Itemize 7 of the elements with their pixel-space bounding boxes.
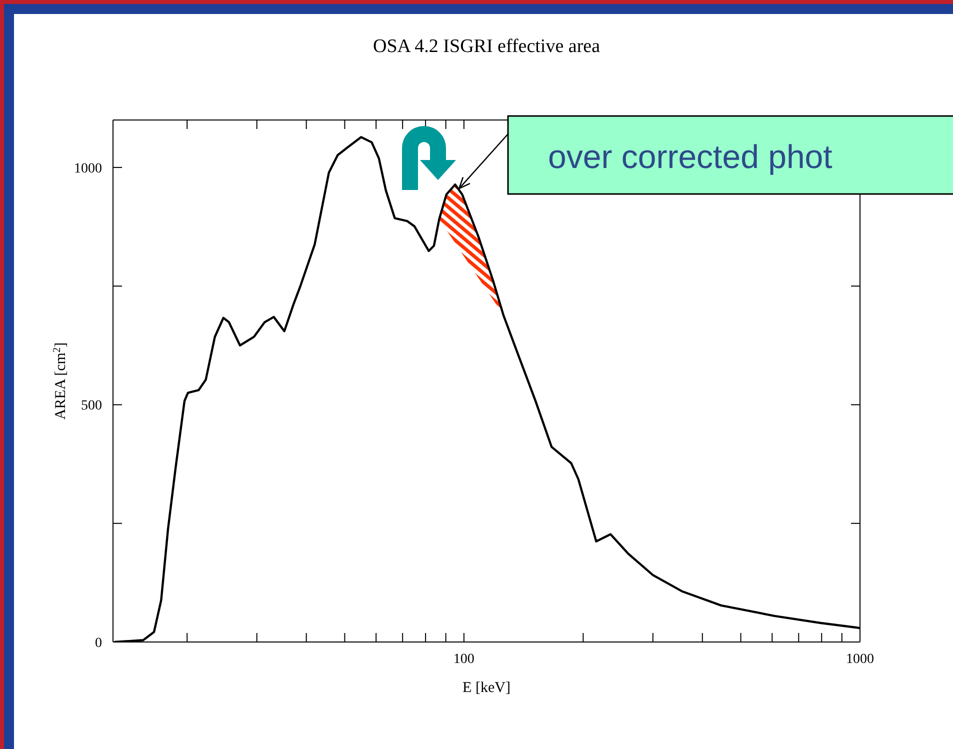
x-tick-label: 100 bbox=[453, 652, 474, 667]
chart-title: OSA 4.2 ISGRI effective area bbox=[372, 36, 601, 57]
y-tick-label: 0 bbox=[95, 636, 102, 651]
x-axis-title: E [keV] bbox=[462, 680, 510, 696]
y-tick-label: 500 bbox=[81, 398, 102, 414]
annotation: over corrected phot bbox=[548, 138, 832, 175]
y-tick-label: 1000 bbox=[74, 161, 102, 176]
